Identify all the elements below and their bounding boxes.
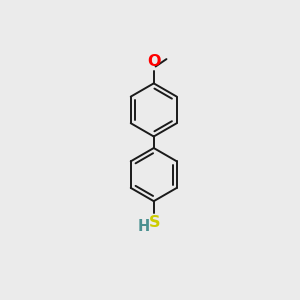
Text: H: H [138,219,150,234]
Text: O: O [147,55,160,70]
Text: S: S [149,215,161,230]
